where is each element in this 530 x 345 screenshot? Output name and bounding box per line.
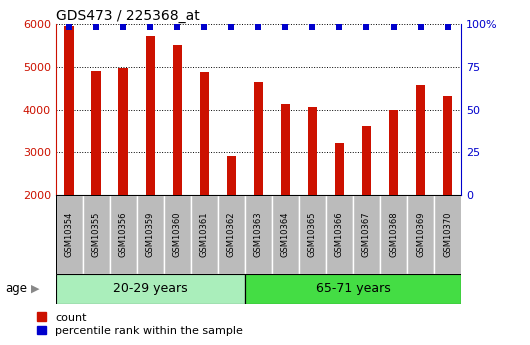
FancyBboxPatch shape (245, 195, 272, 274)
Bar (281, 104, 290, 195)
Text: GSM10367: GSM10367 (362, 212, 371, 257)
FancyBboxPatch shape (326, 195, 353, 274)
FancyBboxPatch shape (245, 274, 461, 304)
Text: GSM10365: GSM10365 (308, 212, 317, 257)
Text: 65-71 years: 65-71 years (315, 283, 391, 295)
Text: GSM10368: GSM10368 (389, 212, 398, 257)
Text: 20-29 years: 20-29 years (113, 283, 188, 295)
Bar (227, 156, 236, 195)
Bar (308, 107, 317, 195)
Bar (173, 46, 182, 195)
Bar (146, 36, 155, 195)
FancyBboxPatch shape (218, 195, 245, 274)
Text: GSM10366: GSM10366 (335, 212, 344, 257)
FancyBboxPatch shape (56, 195, 83, 274)
FancyBboxPatch shape (407, 195, 434, 274)
Bar (443, 96, 452, 195)
Bar (362, 126, 371, 195)
Text: GSM10369: GSM10369 (416, 212, 425, 257)
Bar (335, 143, 344, 195)
FancyBboxPatch shape (272, 195, 299, 274)
Text: GSM10363: GSM10363 (254, 212, 263, 257)
Text: GSM10362: GSM10362 (227, 212, 236, 257)
Text: GSM10355: GSM10355 (92, 212, 101, 257)
Bar (119, 68, 128, 195)
Legend: count, percentile rank within the sample: count, percentile rank within the sample (37, 313, 243, 336)
FancyBboxPatch shape (137, 195, 164, 274)
FancyBboxPatch shape (299, 195, 326, 274)
Text: GSM10370: GSM10370 (443, 212, 452, 257)
FancyBboxPatch shape (83, 195, 110, 274)
FancyBboxPatch shape (110, 195, 137, 274)
Text: GSM10361: GSM10361 (200, 212, 209, 257)
Bar (389, 110, 398, 195)
Text: GSM10359: GSM10359 (146, 212, 155, 257)
Text: ▶: ▶ (31, 284, 39, 294)
FancyBboxPatch shape (380, 195, 407, 274)
FancyBboxPatch shape (434, 195, 461, 274)
Text: GSM10364: GSM10364 (281, 212, 290, 257)
Text: GSM10360: GSM10360 (173, 212, 182, 257)
Bar (65, 26, 74, 195)
Text: GDS473 / 225368_at: GDS473 / 225368_at (56, 9, 199, 23)
Text: age: age (5, 283, 28, 295)
Text: GSM10356: GSM10356 (119, 212, 128, 257)
FancyBboxPatch shape (164, 195, 191, 274)
Bar (92, 71, 101, 195)
FancyBboxPatch shape (56, 274, 245, 304)
Text: GSM10354: GSM10354 (65, 212, 74, 257)
FancyBboxPatch shape (191, 195, 218, 274)
FancyBboxPatch shape (353, 195, 380, 274)
Bar (254, 82, 263, 195)
Bar (416, 85, 425, 195)
Bar (200, 72, 209, 195)
